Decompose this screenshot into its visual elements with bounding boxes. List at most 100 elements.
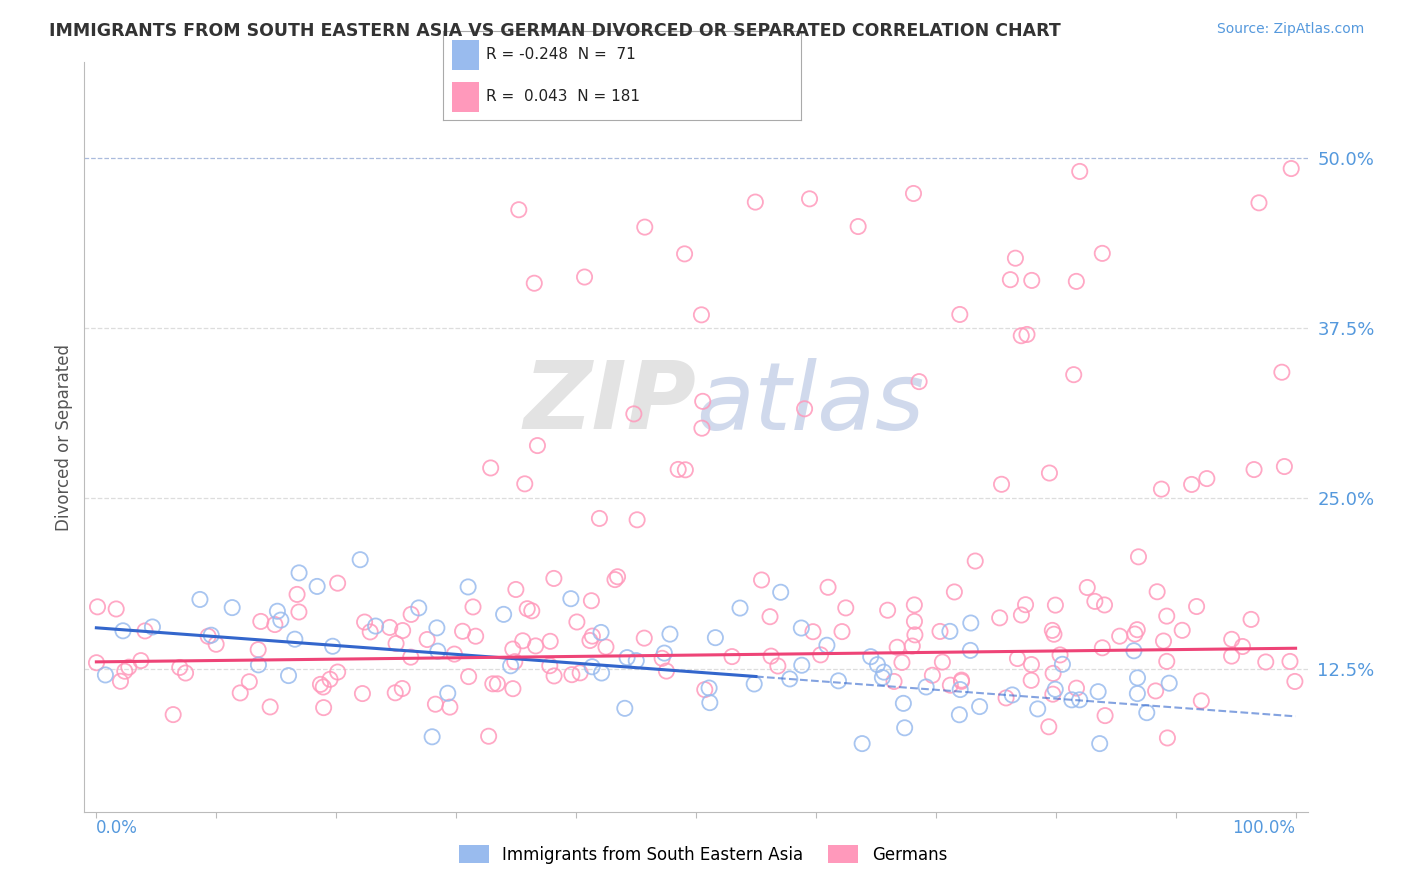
Point (1247, 195, 1270, 210)
Point (1123, 627, 1146, 641)
Point (359, 624, 381, 639)
Point (129, 654, 152, 668)
Point (901, 639, 924, 653)
Point (588, 511, 610, 525)
Point (1159, 676, 1181, 690)
Point (309, 677, 332, 691)
Point (1026, 702, 1049, 716)
Point (499, 658, 522, 673)
Point (512, 633, 534, 648)
Text: 0.0%: 0.0% (97, 819, 138, 837)
Point (1220, 632, 1243, 647)
Point (893, 697, 915, 711)
Point (1019, 673, 1042, 688)
Point (950, 674, 973, 689)
Point (1010, 607, 1032, 622)
Point (851, 737, 873, 751)
Point (1038, 466, 1060, 480)
Point (420, 730, 443, 744)
Point (654, 646, 676, 660)
Point (1066, 274, 1088, 288)
Point (479, 461, 502, 475)
Point (859, 649, 882, 664)
Point (1042, 687, 1064, 701)
Point (520, 604, 543, 618)
Point (939, 678, 962, 692)
Point (790, 621, 813, 635)
Point (1122, 644, 1144, 658)
Point (526, 439, 548, 453)
Point (425, 697, 447, 711)
Point (965, 554, 987, 568)
Point (486, 677, 509, 691)
Point (651, 651, 673, 665)
Point (949, 682, 972, 697)
Point (613, 701, 636, 715)
Text: IMMIGRANTS FROM SOUTH EASTERN ASIA VS GERMAN DIVORCED OR SEPARATED CORRELATION C: IMMIGRANTS FROM SOUTH EASTERN ASIA VS GE… (49, 22, 1062, 40)
Point (1052, 657, 1074, 672)
Point (197, 629, 219, 643)
Point (633, 631, 655, 645)
Point (249, 615, 271, 629)
Point (959, 643, 981, 657)
Point (538, 658, 561, 673)
Point (581, 659, 603, 673)
Point (565, 615, 588, 629)
Point (478, 729, 501, 743)
Point (1108, 629, 1130, 643)
Point (461, 599, 484, 614)
Point (349, 552, 371, 566)
Point (560, 591, 582, 606)
Point (939, 624, 962, 639)
Point (326, 576, 349, 591)
Y-axis label: Divorced or Separated: Divorced or Separated (55, 343, 73, 531)
Point (105, 602, 128, 616)
Point (502, 642, 524, 657)
Point (1045, 682, 1067, 697)
Point (949, 308, 972, 322)
Point (110, 674, 132, 689)
Point (229, 686, 252, 700)
Point (94, 668, 117, 682)
Point (704, 631, 727, 645)
Point (284, 632, 307, 647)
Point (451, 624, 474, 639)
Point (835, 600, 858, 615)
Point (1069, 693, 1091, 707)
Bar (451, 82, 478, 112)
Point (790, 658, 813, 673)
Point (1004, 251, 1026, 265)
Point (384, 686, 406, 700)
Point (399, 607, 422, 622)
Point (1000, 273, 1022, 287)
Point (1240, 612, 1263, 626)
Point (634, 220, 657, 235)
Point (1094, 708, 1116, 723)
Point (508, 202, 530, 217)
Point (655, 664, 678, 678)
Point (1087, 684, 1109, 698)
Point (866, 657, 889, 672)
Point (799, 192, 821, 206)
Point (247, 642, 270, 657)
Point (416, 632, 439, 647)
Point (948, 707, 970, 722)
Point (364, 619, 387, 633)
Point (626, 654, 648, 668)
Point (457, 580, 479, 594)
Point (931, 655, 953, 669)
Point (1063, 368, 1085, 382)
Point (810, 648, 832, 662)
Point (569, 665, 592, 680)
Point (352, 687, 374, 701)
Point (277, 668, 299, 682)
Point (288, 566, 311, 580)
Point (561, 667, 583, 681)
Point (385, 636, 408, 650)
Point (1220, 649, 1243, 664)
Point (1136, 706, 1159, 720)
Point (1156, 609, 1178, 624)
Point (929, 624, 952, 639)
Point (1153, 634, 1175, 648)
Point (1278, 655, 1301, 669)
